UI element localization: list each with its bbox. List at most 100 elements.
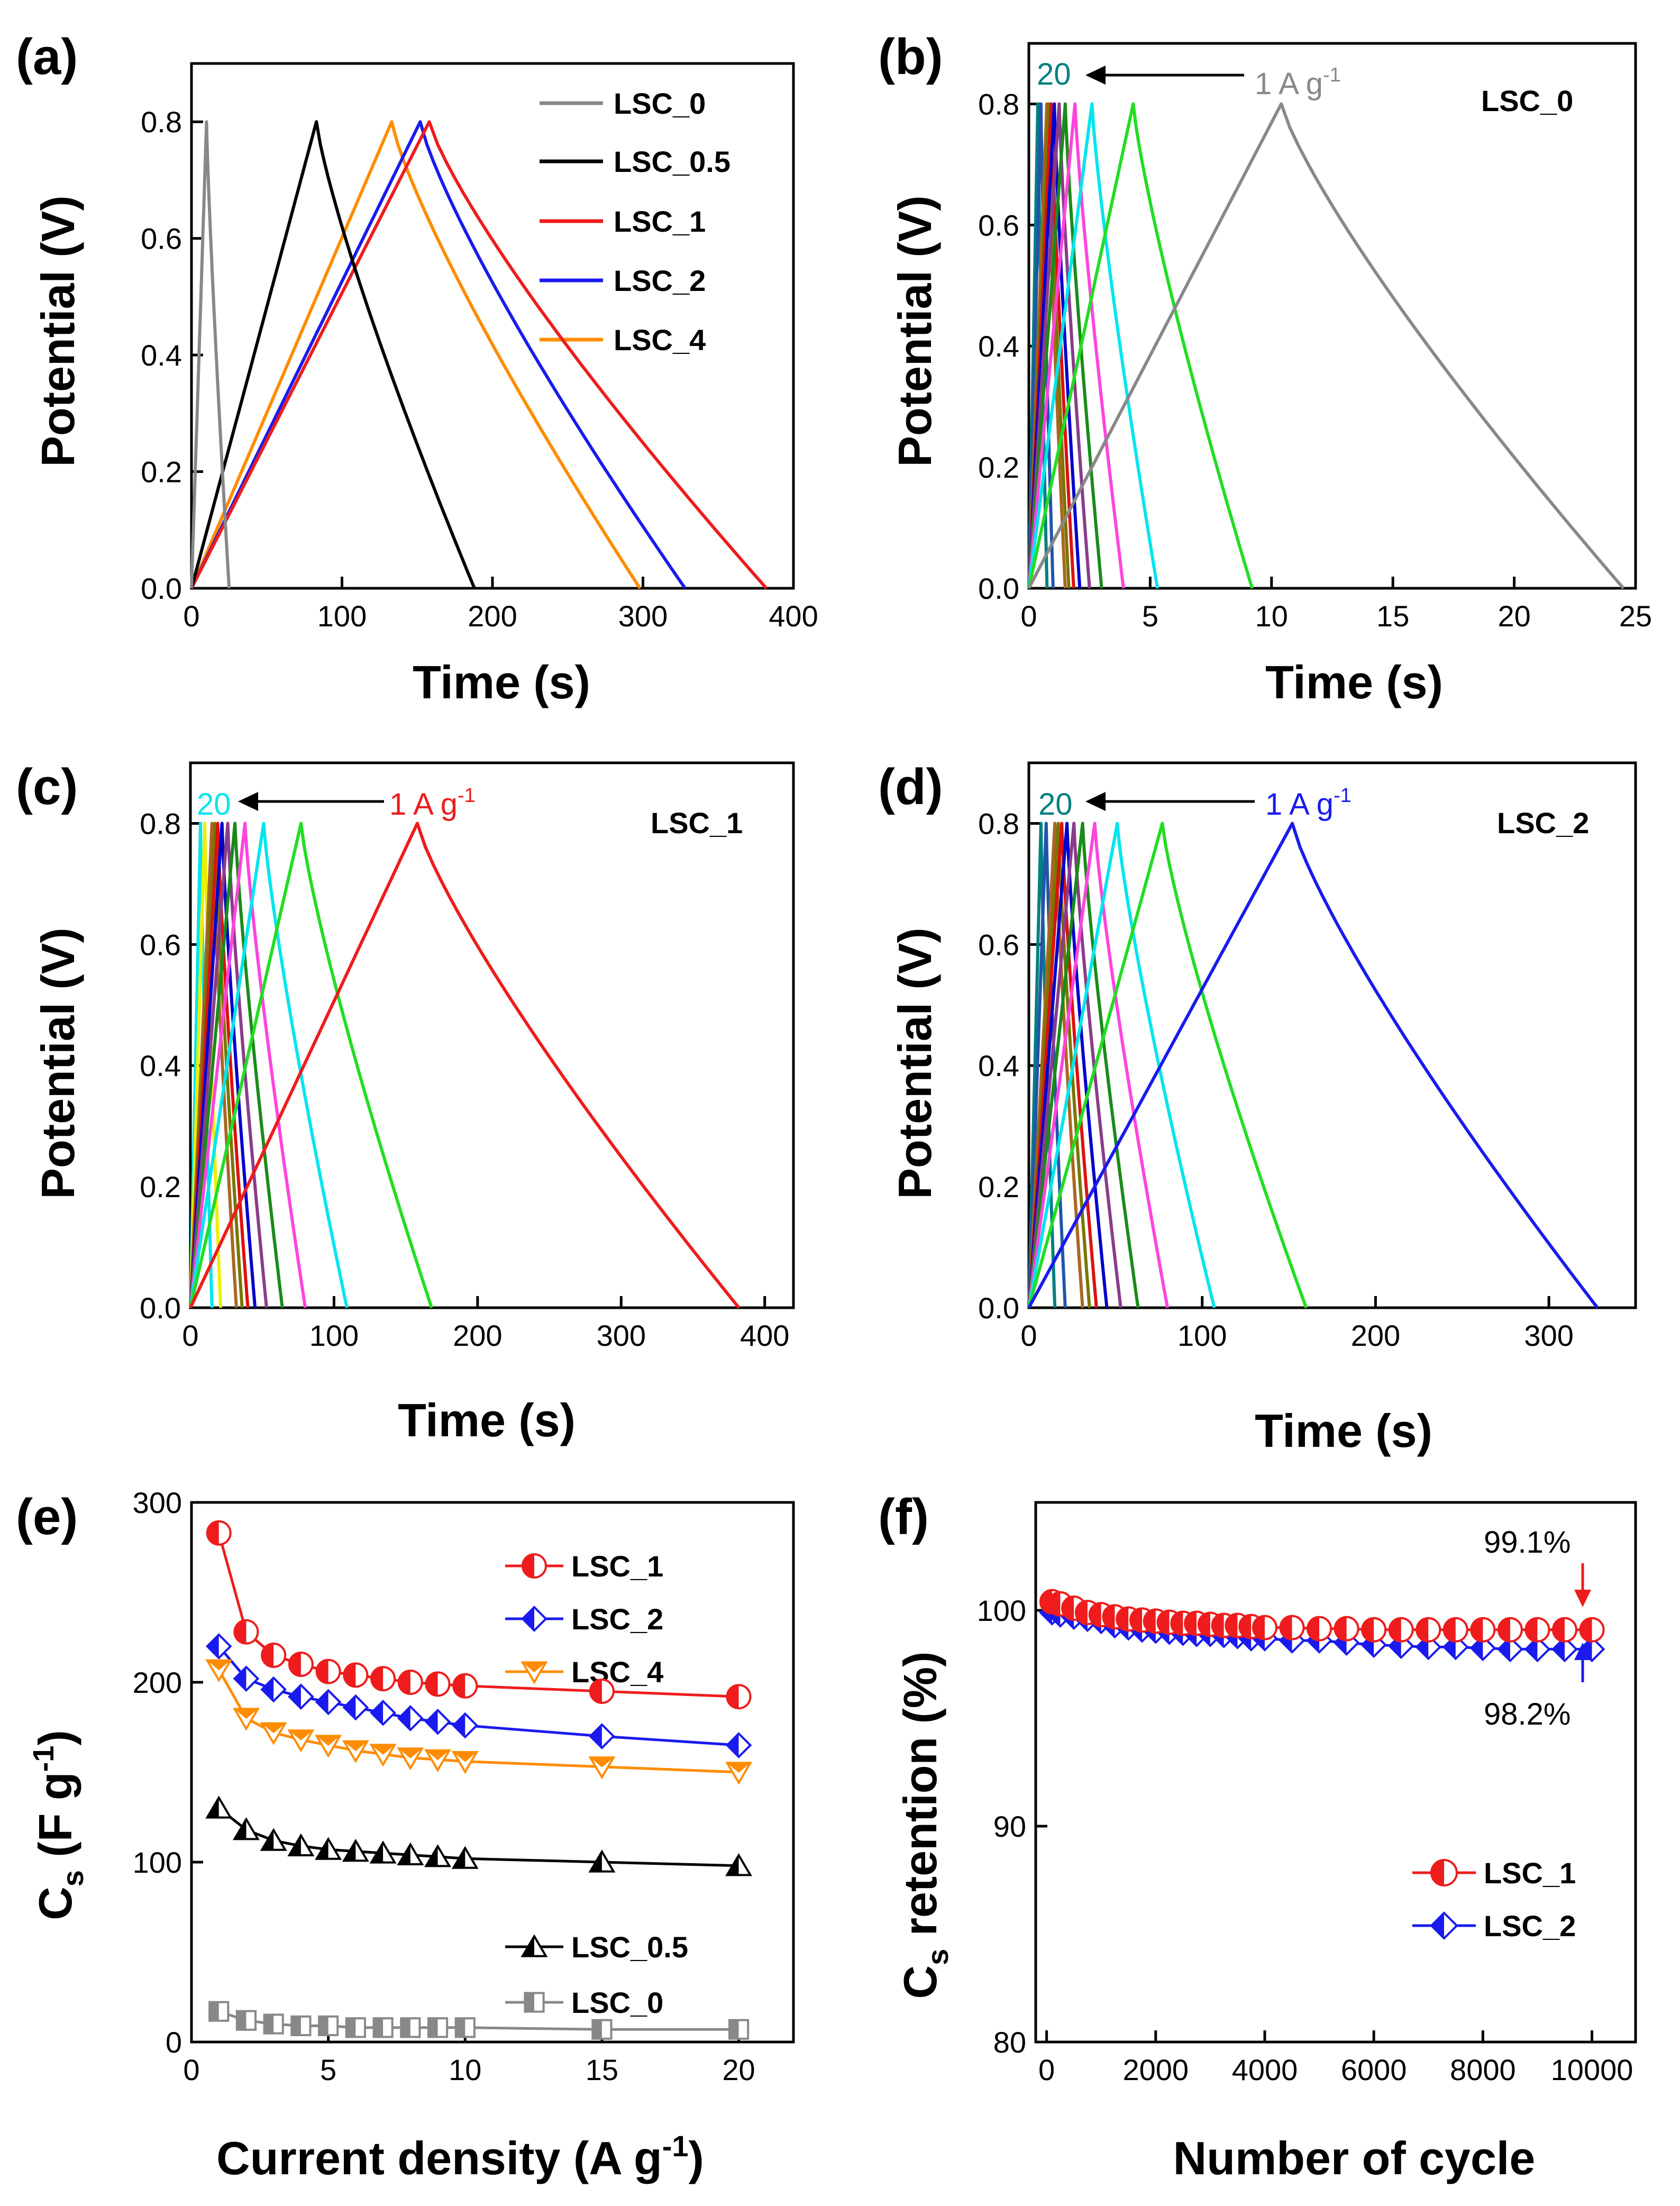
x-tick-label: 300 (597, 1319, 646, 1352)
panel-c-axes: 0 100 200 300 400 0.0 0.2 0.4 0.6 0.8 (140, 761, 795, 1352)
y-tick-label: 0.2 (141, 455, 182, 489)
marker-fill (1130, 1608, 1143, 1632)
plot-layer: 0 100 200 300 4000.00.20.40.60.80 5 10 15 20 250.… (133, 42, 1652, 2086)
panel-f-ylabel-main: C (894, 1965, 946, 1999)
legend-marker-lsc-0 (524, 1992, 545, 2013)
legend-label-lsc-2: LSC_2 (1484, 1909, 1576, 1943)
panel-b: (b) Time (s) Potential (V) LSC_0 1 A g-1… (878, 29, 1573, 708)
marker-fill (262, 1644, 274, 1667)
panel-a-legend: LSC_0 LSC_0.5 LSC_1 LSC_2 LSC_4 (540, 87, 731, 357)
data-point-lsc-1 (1524, 1617, 1550, 1643)
panel-f-ylabel-rest: retention (%) (894, 1652, 946, 1949)
marker-fill (1580, 1618, 1592, 1642)
panel-b-series (1027, 102, 1625, 589)
data-point-lsc-0 (454, 2017, 476, 2038)
y-tick-label: 0.4 (978, 1049, 1019, 1082)
data-point-lsc-4 (260, 1722, 287, 1745)
panel-c-arrow-head-icon (238, 792, 258, 811)
panel-c-ylabel: Potential (V) (32, 927, 84, 1199)
marker-fill (1185, 1611, 1197, 1635)
x-tick-label: 400 (740, 1319, 789, 1352)
gcd-curve-lsc-0-5 (190, 120, 476, 589)
x-tick-label: 0 (183, 2053, 199, 2086)
marker-fill (1253, 1616, 1265, 1639)
x-tick-label: 20 (722, 2053, 755, 2086)
panel-e-ylabel-main: C (29, 1886, 81, 1920)
gcd-curve-2-a-g-1 (1027, 102, 1254, 589)
data-point-lsc-2 (397, 1705, 424, 1731)
panel-e: (e) Current density (A g-1) Cs (F g-1) L… (16, 1489, 704, 2184)
data-point-lsc-2 (1578, 1636, 1605, 1663)
data-point-lsc-4 (342, 1740, 369, 1763)
panel-b-label: (b) (878, 29, 943, 85)
gcd-curve-1-a-g-1 (1027, 822, 1599, 1309)
marker-fill (316, 1839, 328, 1859)
data-point-lsc-0 (427, 2017, 449, 2038)
gcd-curve-2-a-g-1 (1027, 822, 1308, 1309)
marker-fill (234, 1620, 246, 1644)
panel-c-frame (189, 761, 795, 1309)
data-point-lsc-2 (233, 1665, 260, 1692)
y-tick-label: 0.8 (141, 105, 182, 139)
panel-b-arrow-start-main: 1 A g (1255, 67, 1323, 101)
marker-fill (1335, 1617, 1347, 1640)
data-point-lsc-0-5 (260, 1828, 287, 1851)
marker-fill (1212, 1614, 1224, 1637)
legend-marker-lsc-0-5 (521, 1934, 548, 1957)
marker-fill (289, 1685, 301, 1709)
panel-a-ylabel: Potential (V) (32, 195, 84, 467)
marker-fill (1580, 1637, 1592, 1661)
y-tick-label: 0.6 (140, 928, 181, 961)
y-tick-label: 0.8 (140, 807, 181, 840)
panel-f-xlabel: Number of cycle (1173, 2132, 1536, 2184)
x-tick-label: 0 (1020, 599, 1037, 633)
panel-d-arrow-start-exp: -1 (1334, 785, 1352, 807)
panel-f-frame (1034, 1501, 1637, 2044)
panel-f-annotation-lsc2: 98.2% (1484, 1697, 1571, 1731)
marker-fill (1103, 1605, 1115, 1629)
marker-fill (1444, 1618, 1456, 1642)
x-tick-label: 200 (468, 599, 517, 633)
panel-b-axes: 0 5 10 15 20 25 0.0 0.2 0.4 0.6 0.8 (978, 42, 1652, 633)
y-tick-label: 90 (993, 1810, 1026, 1843)
panel-e-ylabel-rest: (F g (29, 1772, 81, 1870)
data-point-lsc-0 (208, 2001, 230, 2022)
marker-fill (234, 1667, 246, 1691)
legend-label-lsc1: LSC_1 (614, 205, 706, 238)
gcd-curve-8-a-g-1 (1027, 822, 1098, 1308)
data-point-lsc-1 (1416, 1617, 1441, 1643)
panel-e-ylabel-exp: -1 (26, 1746, 60, 1772)
x-tick-label: 10 (1255, 599, 1288, 633)
marker-fill (289, 1653, 301, 1676)
marker-fill (1157, 1610, 1170, 1634)
marker-fill (1362, 1618, 1374, 1642)
marker-fill (1239, 1615, 1252, 1638)
marker-fill (453, 1752, 477, 1762)
marker-fill (1471, 1618, 1483, 1642)
data-point-lsc-4 (397, 1747, 424, 1771)
marker-fill (371, 1843, 384, 1863)
panel-c-xlabel: Time (s) (398, 1394, 576, 1446)
y-tick-label: 0.6 (978, 208, 1019, 242)
panel-b-sample-label: LSC_0 (1481, 84, 1573, 117)
data-point-lsc-2 (1551, 1636, 1578, 1663)
gcd-curve-6-a-g-1 (1027, 102, 1091, 589)
data-point-lsc-4 (369, 1744, 397, 1767)
marker-fill (234, 1709, 258, 1719)
data-point-lsc-0 (318, 2015, 339, 2037)
marker-fill (1526, 1637, 1538, 1661)
panel-c-arrow-end-text: 20 (197, 787, 231, 822)
marker-fill (398, 1707, 410, 1730)
y-tick-label: 0.8 (978, 87, 1019, 121)
gcd-curve-lsc-4 (190, 120, 642, 589)
marker-fill (428, 2018, 438, 2037)
panel-a-label: (a) (16, 29, 78, 85)
data-point-lsc-4 (451, 1751, 479, 1774)
marker-fill (319, 2016, 328, 2035)
legend-label-lsc0: LSC_0 (614, 87, 706, 120)
data-point-lsc-0 (591, 2019, 613, 2040)
panel-f-legend: LSC_1 LSC_2 (1412, 1856, 1576, 1943)
data-point-lsc-1 (1497, 1617, 1523, 1643)
marker-fill (1471, 1636, 1483, 1660)
data-point-lsc-1 (1361, 1617, 1387, 1643)
